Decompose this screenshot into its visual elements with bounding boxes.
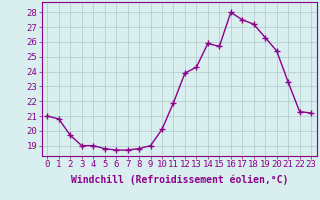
X-axis label: Windchill (Refroidissement éolien,°C): Windchill (Refroidissement éolien,°C) — [70, 175, 288, 185]
